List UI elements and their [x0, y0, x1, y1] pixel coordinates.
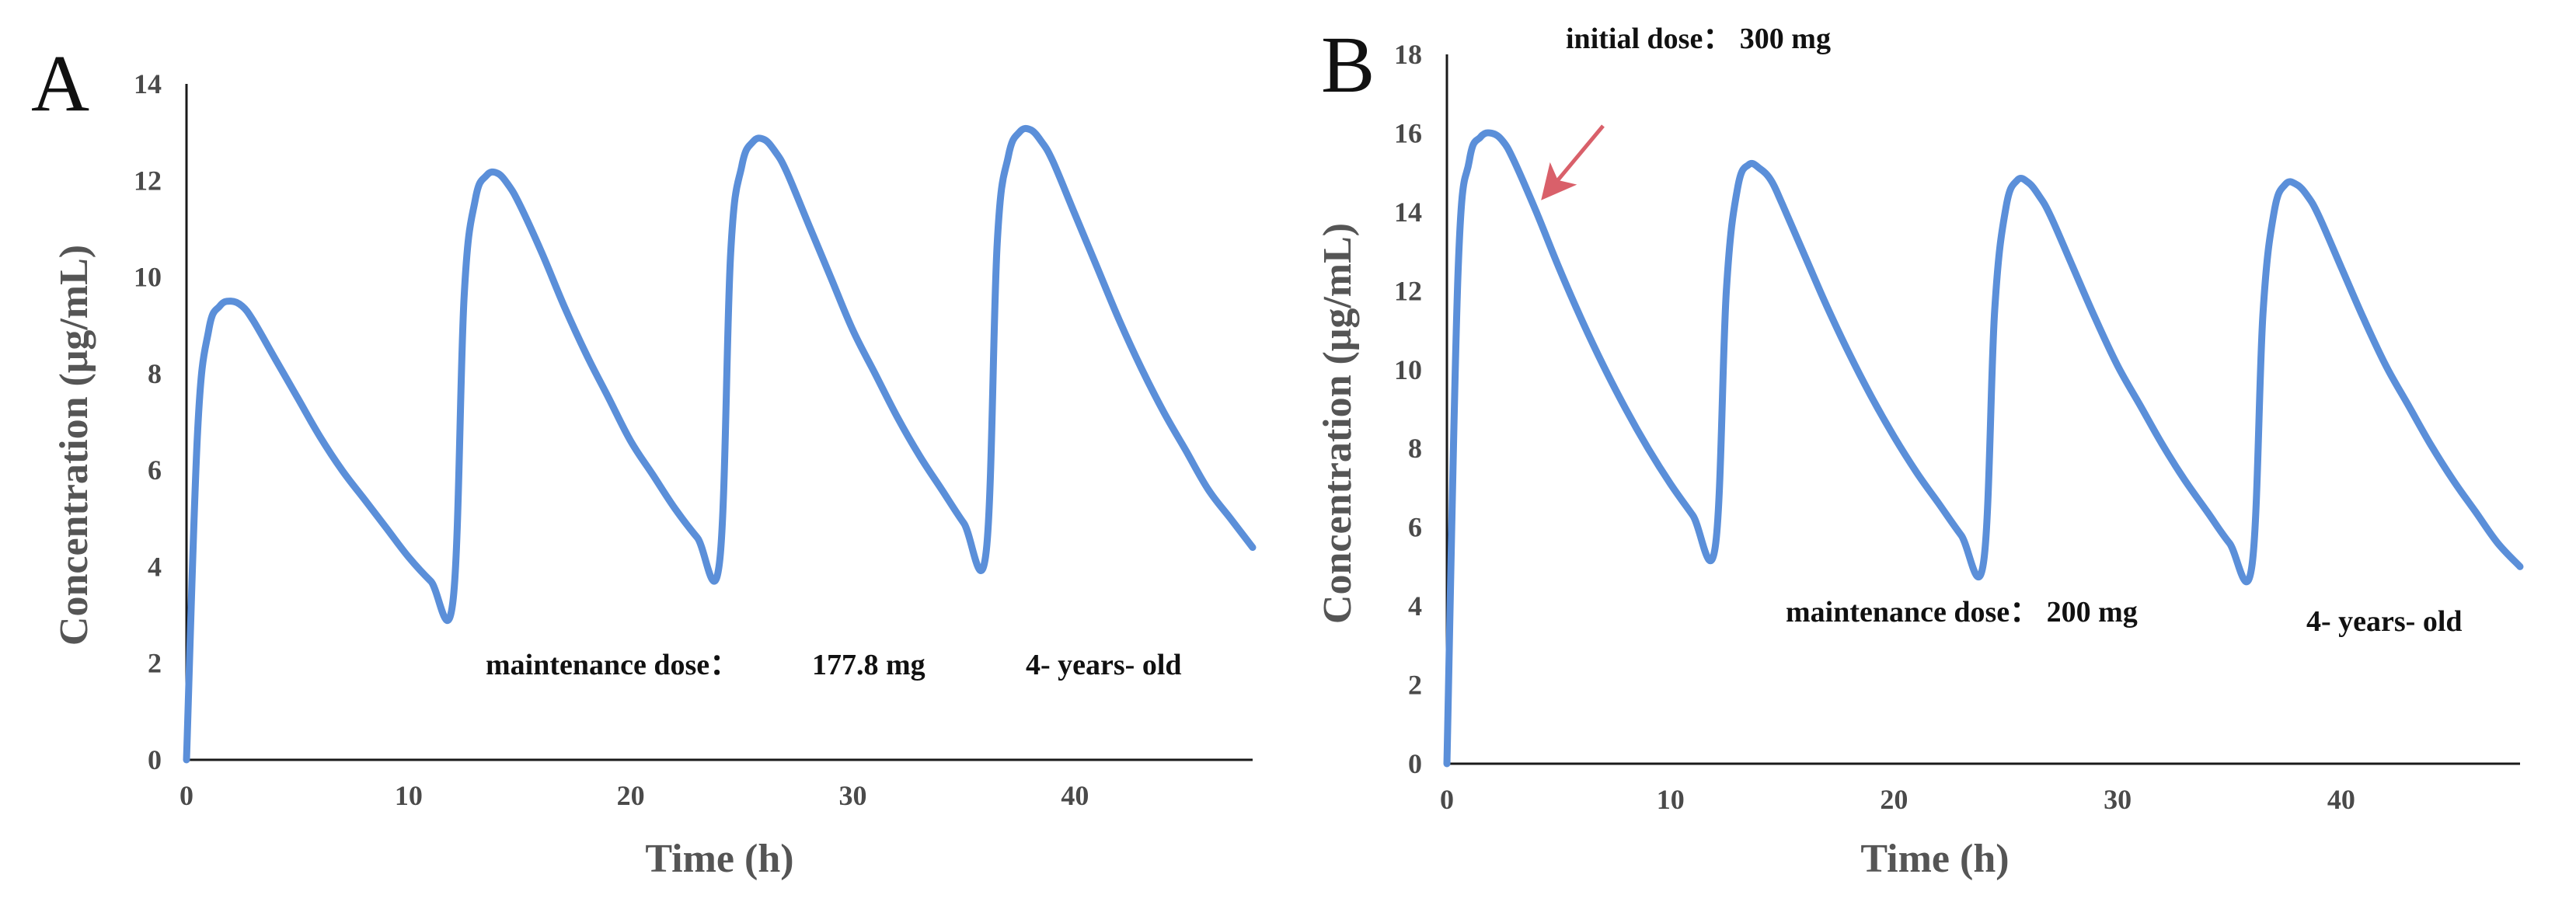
panel-b-x-tick-label: 10 — [1657, 784, 1685, 815]
panel-a-x-tick-label: 0 — [180, 780, 193, 811]
panel-b-y-tick-label: 6 — [1408, 512, 1422, 543]
panel-b-y-tick-label: 16 — [1394, 117, 1422, 148]
panel-a-x-ticks: 0 10 20 30 40 — [180, 780, 1089, 811]
panel-b-concentration-line — [1443, 129, 2524, 768]
panel-b-initial-dose-arrow — [1541, 124, 1605, 200]
panel-b-x-tick-label: 20 — [1880, 784, 1908, 815]
panel-b-y-tick-label: 2 — [1408, 670, 1422, 701]
panel-b-y-tick-label: 14 — [1394, 197, 1422, 228]
panel-a-y-tick-label: 6 — [148, 454, 162, 486]
panel-a-maintenance-dose-value: 177.8 mg — [812, 649, 925, 681]
panel-b-initial-dose-label: initial dose： 300 mg — [1566, 23, 1831, 55]
panel-a-y-tick-label: 12 — [134, 165, 162, 196]
panel-a-concentration-line — [183, 124, 1257, 764]
panel-b-y-tick-label: 4 — [1408, 590, 1422, 622]
panel-b-x-axis-title: Time (h) — [1860, 837, 2009, 881]
panel-b-x-ticks: 0 10 20 30 40 — [1440, 784, 2355, 815]
panel-b-x-tick-label: 30 — [2104, 784, 2132, 815]
panel-a-letter: A — [31, 39, 89, 128]
panel-b-maintenance-dose-label: maintenance dose： 200 mg — [1786, 596, 2138, 629]
panel-b: B 0 2 4 6 8 10 12 14 16 18 0 10 20 30 40 Concentratio… — [1316, 20, 2524, 881]
panel-a-y-tick-label: 2 — [148, 648, 162, 679]
panel-a-x-tick-label: 30 — [839, 780, 867, 811]
panel-b-letter: B — [1321, 20, 1375, 110]
panel-a-y-ticks: 0 2 4 6 8 10 12 14 — [134, 68, 162, 775]
panel-b-y-ticks: 0 2 4 6 8 10 12 14 16 18 — [1394, 39, 1422, 779]
panel-a: A 0 2 4 6 8 10 12 14 0 10 20 30 40 Concentration (μ… — [31, 39, 1257, 881]
panel-b-y-axis-title: Concentration (μg/mL) — [1316, 223, 1360, 624]
panel-b-y-tick-label: 12 — [1394, 275, 1422, 306]
panel-a-y-axis-title: Concentration (μg/mL) — [52, 245, 96, 646]
panel-b-x-tick-label: 0 — [1440, 784, 1454, 815]
panel-a-x-axis-title: Time (h) — [645, 837, 793, 881]
panel-b-y-tick-label: 8 — [1408, 433, 1422, 464]
panel-b-x-tick-label: 40 — [2327, 784, 2355, 815]
panel-a-y-tick-label: 10 — [134, 262, 162, 293]
panel-b-y-tick-label: 18 — [1394, 39, 1422, 70]
panel-a-x-tick-label: 40 — [1061, 780, 1089, 811]
panel-a-x-tick-label: 10 — [395, 780, 423, 811]
panel-a-y-tick-label: 0 — [148, 744, 162, 775]
panel-a-x-tick-label: 20 — [617, 780, 645, 811]
panel-a-maintenance-dose-label: maintenance dose： — [486, 649, 739, 681]
panel-a-y-tick-label: 14 — [134, 68, 162, 99]
panel-b-y-tick-label: 10 — [1394, 354, 1422, 385]
panel-a-age-label: 4- years- old — [1026, 649, 1182, 681]
panel-a-y-tick-label: 4 — [148, 551, 162, 582]
panel-b-age-label: 4- years- old — [2306, 605, 2463, 638]
panel-a-y-tick-label: 8 — [148, 358, 162, 389]
panel-b-y-tick-label: 0 — [1408, 748, 1422, 779]
